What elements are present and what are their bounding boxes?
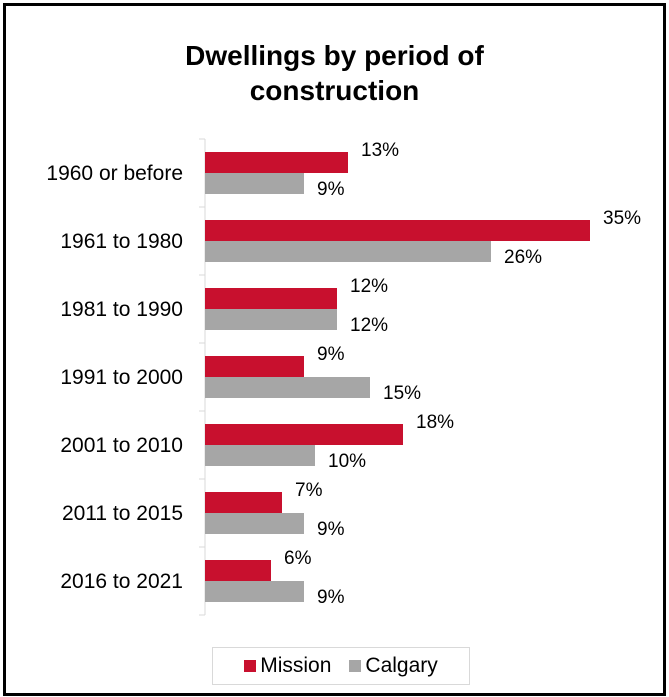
data-label-calgary: 9% (317, 587, 345, 608)
legend-label-mission: Mission (260, 654, 332, 677)
legend-label-calgary: Calgary (365, 654, 438, 677)
legend-item-mission: Mission (244, 654, 331, 678)
data-label-mission: 35% (603, 208, 641, 229)
data-label-mission: 9% (317, 344, 345, 365)
legend-item-calgary: Calgary (349, 654, 438, 678)
data-label-mission: 6% (284, 548, 312, 569)
bar-mission (205, 288, 337, 309)
bar-mission (205, 492, 282, 513)
bar-calgary (205, 309, 337, 330)
category-label: 1960 or before (46, 162, 183, 185)
bar-mission (205, 560, 271, 581)
bar-calgary (205, 581, 304, 602)
category-label: 2011 to 2015 (62, 502, 183, 525)
legend-swatch-mission (244, 660, 257, 672)
chart-title-line-1: Dwellings by period of (185, 40, 484, 71)
bar-chart: 1960 or before 13% 9% 1961 to 1980 35% 26% 198… (46, 138, 641, 616)
category-label: 2001 to 2010 (60, 434, 183, 457)
category-label: 2016 to 2021 (60, 570, 183, 593)
data-label-calgary: 10% (328, 451, 366, 472)
data-label-calgary: 26% (504, 247, 542, 268)
bar-calgary (205, 173, 304, 194)
bar-calgary (205, 445, 315, 466)
bar-mission (205, 220, 590, 241)
bar-mission (205, 152, 348, 173)
data-label-mission: 18% (416, 412, 454, 433)
data-label-mission: 13% (361, 140, 399, 161)
bar-calgary (205, 513, 304, 534)
data-label-calgary: 9% (317, 179, 345, 200)
bar-calgary (205, 377, 370, 398)
chart-title: Dwellings by period of construction (0, 38, 669, 108)
data-label-mission: 12% (350, 276, 388, 297)
bar-mission (205, 356, 304, 377)
bar-calgary (205, 241, 491, 262)
category-label: 1961 to 1980 (60, 230, 183, 253)
chart-frame (3, 3, 666, 696)
legend: Mission Calgary (212, 647, 470, 685)
data-label-calgary: 15% (383, 383, 421, 404)
bar-mission (205, 424, 403, 445)
data-label-mission: 7% (295, 480, 323, 501)
chart-title-line-2: construction (249, 75, 420, 106)
legend-swatch-calgary (349, 660, 362, 672)
category-label: 1991 to 2000 (60, 366, 183, 389)
data-label-calgary: 12% (350, 315, 388, 336)
data-label-calgary: 9% (317, 519, 345, 540)
category-label: 1981 to 1990 (60, 298, 183, 321)
